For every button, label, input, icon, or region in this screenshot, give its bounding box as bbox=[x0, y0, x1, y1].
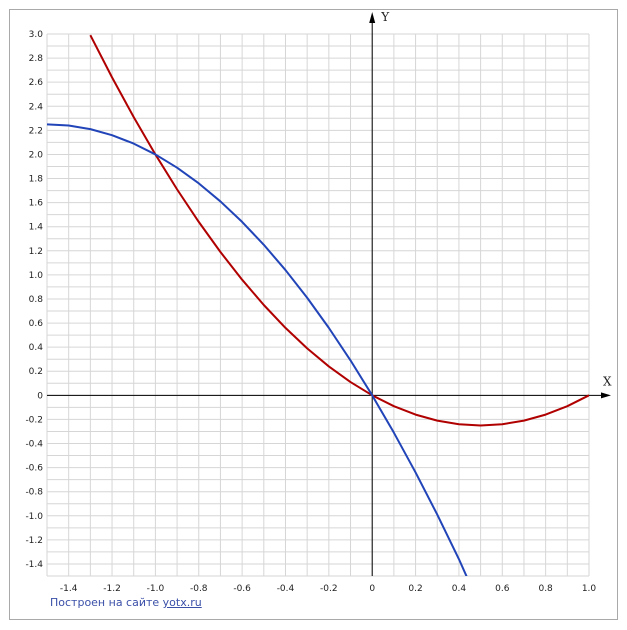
y-tick-label: 0.6 bbox=[29, 319, 44, 329]
y-tick-label: -0.2 bbox=[25, 415, 43, 425]
x-tick-label: -0.6 bbox=[233, 584, 251, 594]
x-tick-label: -1.0 bbox=[147, 584, 165, 594]
y-tick-label: 1.8 bbox=[29, 175, 44, 185]
y-axis-title: Y bbox=[380, 10, 390, 24]
x-tick-label: 1.0 bbox=[582, 584, 597, 594]
y-tick-label: -0.8 bbox=[25, 488, 43, 498]
y-tick-label: 2.4 bbox=[29, 102, 44, 112]
y-tick-label: 2.8 bbox=[29, 54, 44, 64]
x-tick-label: 0.8 bbox=[538, 584, 553, 594]
credit-link[interactable]: yotx.ru bbox=[162, 596, 202, 609]
y-tick-label: 0 bbox=[37, 391, 43, 401]
y-tick-label: 2.0 bbox=[29, 150, 44, 160]
y-tick-label: -1.2 bbox=[25, 536, 43, 546]
x-axis-arrow bbox=[601, 392, 611, 399]
x-tick-label: 0.6 bbox=[495, 584, 510, 594]
series-line-2 bbox=[47, 123, 468, 576]
y-tick-label: -1.0 bbox=[25, 512, 43, 522]
y-tick-label: 0.8 bbox=[29, 295, 44, 305]
x-tick-label: -0.8 bbox=[190, 584, 208, 594]
series-line-1 bbox=[89, 34, 589, 427]
y-tick-label: 2.6 bbox=[29, 78, 44, 88]
y-tick-label: -1.4 bbox=[25, 560, 43, 570]
x-tick-label: -0.2 bbox=[320, 584, 338, 594]
y-tick-label: 3.0 bbox=[29, 30, 44, 40]
x-tick-label: -0.4 bbox=[277, 584, 295, 594]
credit-line: Построен на сайте yotx.ru bbox=[50, 596, 202, 609]
x-tick-label: 0.2 bbox=[408, 584, 422, 594]
y-tick-label: 1.6 bbox=[29, 199, 44, 209]
y-tick-label: 0.4 bbox=[29, 343, 44, 353]
y-tick-label: -0.4 bbox=[25, 440, 43, 450]
y-axis-arrow bbox=[369, 12, 376, 23]
chart-frame bbox=[9, 9, 618, 620]
y-tick-label: 1.4 bbox=[29, 223, 44, 233]
y-tick-label: 1.0 bbox=[29, 271, 44, 281]
x-tick-label: -1.4 bbox=[60, 584, 78, 594]
x-tick-label: -1.2 bbox=[103, 584, 121, 594]
x-tick-label: 0.4 bbox=[452, 584, 467, 594]
x-axis-title: X bbox=[603, 374, 612, 388]
y-tick-label: 1.2 bbox=[29, 247, 43, 257]
y-tick-label: 0.2 bbox=[29, 367, 43, 377]
y-tick-label: 2.2 bbox=[29, 126, 43, 136]
x-tick-label: 0 bbox=[369, 584, 375, 594]
credit-text: Построен на сайте bbox=[50, 596, 160, 609]
y-tick-label: -0.6 bbox=[25, 464, 43, 474]
